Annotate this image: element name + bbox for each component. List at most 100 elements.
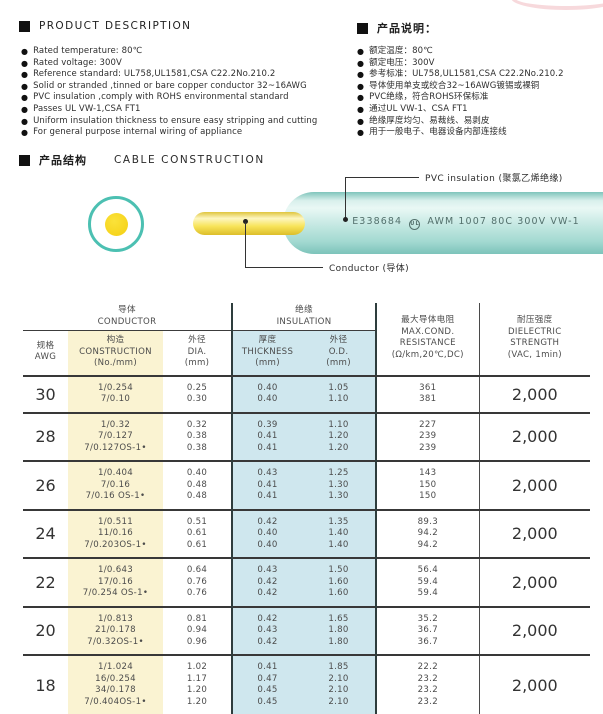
description-item: ● Rated temperature: 80℃	[21, 46, 317, 58]
bullet-text: Uniform insulation thickness to ensure e…	[33, 115, 318, 126]
section-title-text: 产品说明：	[377, 22, 437, 35]
conductor-leader-line	[245, 222, 246, 268]
cell-awg: 26	[35, 475, 56, 495]
table-row: 18 1/1.024 16/0.254 34/0.178 7/0.404OS-1• 1.0…	[23, 655, 591, 714]
conductor-rod-icon	[193, 212, 305, 235]
cell-awg: 24	[35, 524, 56, 544]
notes-item: ● 参考标准：UL758,UL1581,CSA C22.2No.210.2	[357, 69, 564, 81]
header-thickness: 厚度 THICKNESS (mm)	[231, 330, 303, 377]
spec-table: 导体 CONDUCTOR 绝缘 INSULATION 最大导体电阻 MAX.COND. RE…	[23, 303, 591, 714]
cell-awg: 30	[35, 384, 56, 404]
section-title-cn: 产品结构	[39, 154, 87, 167]
cell-resistance: 361 381	[376, 375, 480, 413]
cell-thickness: 0.39 0.41 0.41	[231, 412, 303, 461]
cell-od: 1.65 1.80 1.80	[302, 606, 378, 655]
section-marker-icon	[19, 20, 30, 32]
bullet-text: PVC绝缘，符合ROHS环保标准	[369, 92, 489, 103]
bullet-text: 绝缘厚度均匀、易裁线、易剥皮	[369, 115, 490, 126]
notes-item: ● 额定温度：80℃	[357, 46, 564, 58]
cell-thickness: 0.42 0.40 0.40	[231, 509, 303, 558]
cell-od: 1.05 1.10	[302, 375, 378, 413]
bullet-icon: ●	[21, 58, 29, 68]
header-dielectric: 耐压强度 DIELECTRIC STRENGTH (VAC, 1min)	[479, 303, 591, 377]
cell-dia: 0.40 0.48 0.48	[186, 468, 208, 501]
product-description-list: ● Rated temperature: 80℃ ● Rated voltage: 3…	[21, 46, 317, 139]
cell-thickness: 0.42 0.43 0.42	[231, 606, 303, 655]
bullet-text: 导体使用单支或绞合32~16AWG镀锡或裸铜	[369, 80, 540, 91]
cell-od: 1.85 2.10 2.10 2.10	[302, 655, 378, 714]
bullet-icon: ●	[21, 116, 29, 126]
header-insulation-group: 绝缘 INSULATION	[231, 303, 378, 331]
section-title-text: PRODUCT DESCRIPTION	[39, 20, 192, 32]
bullet-text: 额定电压：300V	[369, 57, 435, 68]
ul-file-number: E338684	[352, 216, 403, 227]
description-item: ● Rated voltage: 300V	[21, 58, 317, 70]
conductor-leader-line	[245, 267, 323, 268]
table-header-group-row: 导体 CONDUCTOR 绝缘 INSULATION 最大导体电阻 MAX.COND. RE…	[23, 303, 591, 377]
header-awg: 规格 AWG	[23, 330, 68, 377]
product-notes-title: 产品说明：	[357, 20, 437, 36]
cell-od: 1.50 1.60 1.60	[302, 558, 378, 607]
bullet-text: Reference standard: UL758,UL1581,CSA C22…	[33, 69, 276, 80]
cable-body-icon	[283, 192, 603, 254]
section-marker-icon	[19, 154, 30, 166]
cell-resistance: 143 150 150	[376, 461, 480, 510]
cell-construction: 1/0.511 11/0.16 7/0.203OS-1•	[68, 509, 163, 558]
cell-resistance: 89.3 94.2 94.2	[376, 509, 480, 558]
cable-construction-title: 产品结构 CABLE CONSTRUCTION	[19, 152, 265, 168]
notes-item: ● PVC绝缘，符合ROHS环保标准	[357, 92, 564, 104]
bullet-icon: ●	[357, 70, 365, 80]
conductor-label: Conductor (导体)	[329, 264, 410, 274]
table-row: 30 1/0.254 7/0.10 0.25 0.30 0.40 0.40 1.05 1.10 3…	[23, 375, 591, 413]
bullet-icon: ●	[21, 104, 29, 114]
spec-table-section: 导体 CONDUCTOR 绝缘 INSULATION 最大导体电阻 MAX.COND. RE…	[23, 303, 591, 714]
notes-item: ● 通过UL VW-1、CSA FT1	[357, 104, 564, 116]
cropped-logo-icon	[511, 0, 603, 10]
bullet-icon: ●	[21, 47, 29, 56]
cable-print-text: E338684 UL AWM 1007 80C 300V VW-1	[336, 216, 596, 230]
notes-item: ● 用于一般电子、电器设备内部连接线	[357, 127, 564, 139]
cell-construction: 1/0.404 7/0.16 7/0.16 OS-1•	[68, 461, 163, 510]
conductor-core-icon	[104, 212, 128, 236]
cell-od: 1.25 1.30 1.30	[302, 461, 378, 510]
table-row: 24 1/0.511 11/0.16 7/0.203OS-1• 0.51 0.61 0.61…	[23, 509, 591, 558]
header-resistance: 最大导体电阻 MAX.COND. RESISTANCE (Ω/km,20℃,DC)	[376, 303, 480, 377]
bullet-icon: ●	[21, 81, 29, 91]
section-title-en: CABLE CONSTRUCTION	[114, 154, 265, 166]
header-conductor-group: 导体 CONDUCTOR	[23, 303, 233, 331]
cell-construction: 1/0.32 7/0.127 7/0.127OS-1•	[68, 412, 163, 461]
notes-item: ● 额定电压：300V	[357, 58, 564, 70]
header-dia: 外径 DIA. (mm)	[163, 330, 233, 377]
notes-item: ● 导体使用单支或绞合32~16AWG镀锡或裸铜	[357, 81, 564, 93]
bullet-text: 参考标准：UL758,UL1581,CSA C22.2No.210.2	[369, 69, 564, 80]
cell-thickness: 0.43 0.41 0.41	[231, 461, 303, 510]
conductor-leader-dot	[243, 219, 248, 224]
insulation-leader-dot	[343, 217, 348, 222]
bullet-icon: ●	[21, 128, 29, 138]
table-row: 22 1/0.643 17/0.16 7/0.254 OS-1• 0.64 0.76 0.7…	[23, 558, 591, 607]
description-item: ● Passes UL VW-1,CSA FT1	[21, 104, 317, 116]
bullet-icon: ●	[21, 93, 29, 103]
insulation-leader-line	[345, 177, 419, 178]
cell-awg: 22	[35, 572, 56, 592]
bullet-text: Solid or stranded ,tinned or bare copper…	[33, 80, 307, 91]
bullet-icon: ●	[357, 116, 365, 126]
cell-od: 1.10 1.20 1.20	[302, 412, 378, 461]
cell-dielectric: 2,000	[511, 675, 558, 695]
cell-thickness: 0.41 0.47 0.45 0.45	[231, 655, 303, 714]
cell-thickness: 0.40 0.40	[231, 375, 303, 413]
cell-dia: 0.25 0.30	[186, 382, 208, 405]
cell-resistance: 22.2 23.2 23.2 23.2	[376, 655, 480, 714]
table-row: 20 1/0.813 21/0.178 7/0.32OS-1• 0.81 0.94 0.96…	[23, 606, 591, 655]
cell-dielectric: 2,000	[511, 572, 558, 592]
bullet-text: PVC insulation ,comply with ROHS environ…	[33, 92, 289, 103]
table-row: 26 1/0.404 7/0.16 7/0.16 OS-1• 0.40 0.48 0.48 0…	[23, 461, 591, 510]
bullet-icon: ●	[357, 93, 365, 103]
cable-cross-section-icon	[88, 196, 144, 252]
cell-dielectric: 2,000	[511, 524, 558, 544]
cell-dia: 0.51 0.61 0.61	[186, 516, 208, 550]
notes-item: ● 绝缘厚度均匀、易裁线、易剥皮	[357, 116, 564, 128]
cell-construction: 1/0.813 21/0.178 7/0.32OS-1•	[68, 606, 163, 655]
cell-thickness: 0.43 0.42 0.42	[231, 558, 303, 607]
description-item: ● Solid or stranded ,tinned or bare coppe…	[21, 81, 317, 93]
